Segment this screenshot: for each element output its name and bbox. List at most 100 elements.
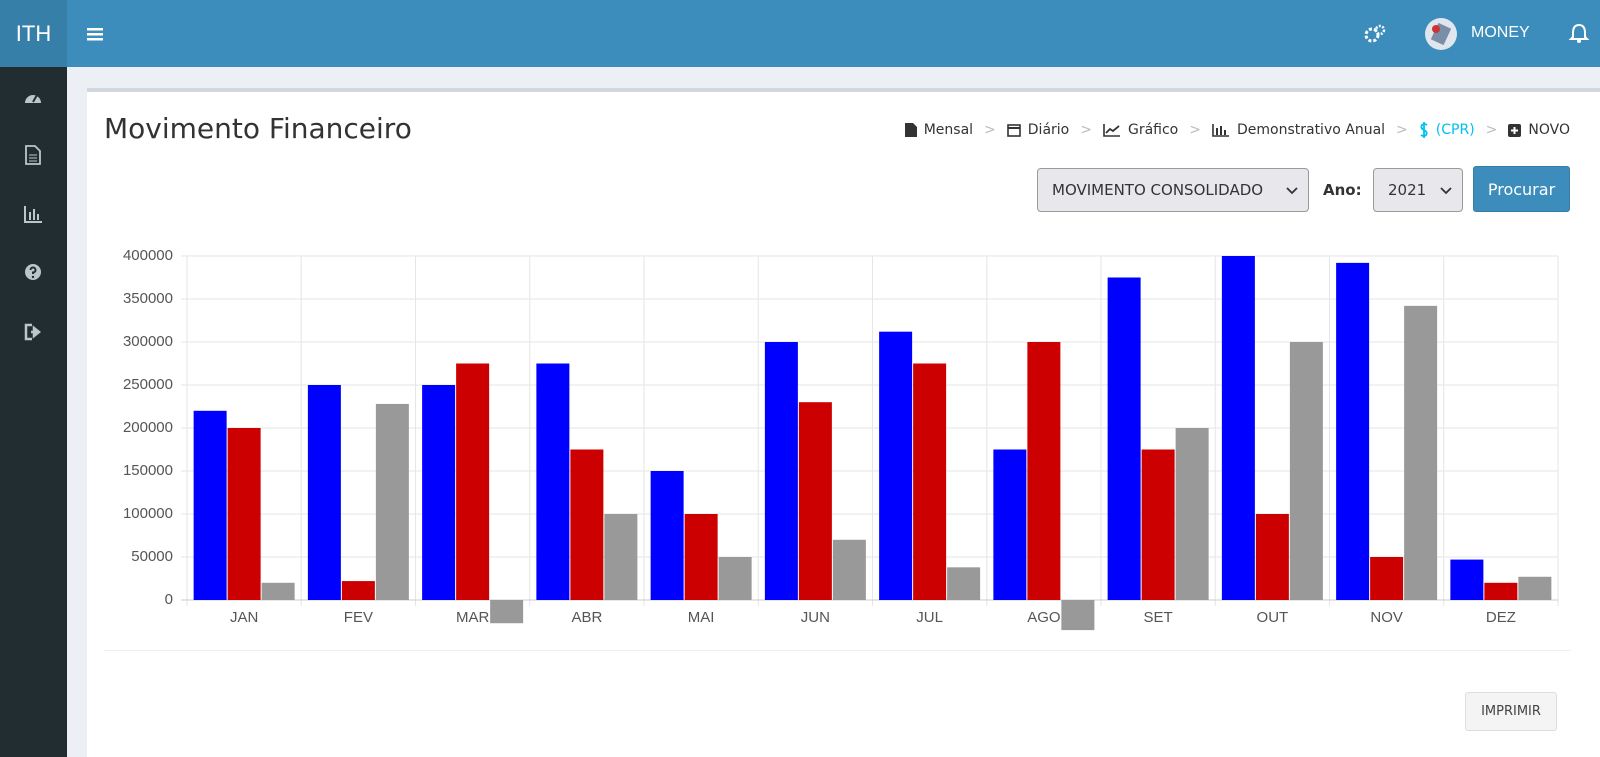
sidebar [0, 67, 67, 757]
bar [1141, 449, 1175, 600]
y-tick-label: 150000 [123, 462, 173, 479]
y-tick-label: 100000 [123, 505, 173, 522]
bar [261, 582, 295, 600]
movement-select[interactable]: MOVIMENTO CONSOLIDADO [1037, 168, 1309, 212]
y-tick-label: 50000 [131, 548, 173, 565]
bar [1061, 600, 1095, 631]
bar [684, 514, 718, 600]
dollar-icon [1420, 122, 1428, 138]
notifications-icon[interactable] [1568, 22, 1590, 44]
crumb-link[interactable]: Mensal [923, 122, 974, 138]
year-label: Ano: [1323, 181, 1362, 199]
bar [993, 449, 1027, 600]
y-tick-label: 250000 [123, 376, 173, 393]
calendar-icon [1006, 124, 1021, 137]
x-tick-label: ABR [571, 609, 602, 626]
y-tick-label: 400000 [123, 247, 173, 264]
crumb-link[interactable]: Gráfico [1127, 122, 1179, 138]
document-icon[interactable] [24, 145, 42, 165]
bar [879, 331, 913, 600]
chart: 0 50000 100000 150000 200000 250000 300000 3500… [123, 247, 1559, 631]
y-tick-label: 300000 [123, 333, 173, 350]
bar [947, 567, 981, 600]
select-value: MOVIMENTO CONSOLIDADO [1052, 181, 1264, 199]
bar [1255, 514, 1289, 600]
bar [1404, 305, 1438, 600]
page-title: Movimento Financeiro [104, 112, 412, 145]
x-tick-label: JUL [916, 609, 943, 626]
y-tick-label: 200000 [123, 419, 173, 436]
menu-toggle[interactable] [86, 24, 106, 44]
bar [375, 403, 409, 600]
crumb-link[interactable]: Diário [1027, 122, 1070, 138]
x-tick-label: FEV [344, 609, 373, 626]
x-tick-label: OUT [1257, 609, 1289, 626]
breadcrumb: Mensal > Diário > Gráfico > Demonstrativ… [904, 122, 1570, 138]
year-select[interactable]: 2021 [1373, 168, 1463, 212]
bar [1289, 342, 1323, 600]
bar [1336, 262, 1370, 600]
print-button[interactable]: IMPRIMIR [1465, 692, 1557, 731]
crumb-separator: > [1485, 122, 1498, 138]
x-tick-label: JUN [801, 609, 830, 626]
settings-icon[interactable] [1364, 23, 1386, 45]
crumb-separator: > [984, 122, 996, 138]
x-tick-label: NOV [1370, 609, 1403, 626]
dashboard-icon[interactable] [23, 88, 43, 108]
user-name[interactable]: MONEY [1471, 24, 1530, 41]
bar [1107, 277, 1141, 600]
bar [604, 514, 638, 600]
bar [307, 385, 341, 600]
crumb-link[interactable]: Demonstrativo Anual [1236, 122, 1386, 138]
logout-icon[interactable] [24, 323, 44, 341]
logo[interactable]: ITH [0, 0, 67, 67]
crumb-separator: > [1189, 122, 1201, 138]
x-tick-label: SET [1144, 609, 1173, 626]
top-bar [0, 0, 1600, 67]
bar [1484, 582, 1518, 600]
bar [422, 385, 456, 600]
bar [536, 363, 570, 600]
x-tick-label: DEZ [1486, 609, 1516, 626]
user-avatar[interactable] [1424, 17, 1458, 51]
x-tick-label: MAI [688, 609, 715, 626]
bar [341, 581, 375, 600]
divider [104, 650, 1571, 651]
plus-icon [1508, 123, 1522, 137]
chevron [1440, 187, 1452, 195]
chart-icon[interactable] [23, 204, 43, 224]
bar [456, 363, 490, 600]
line-chart-icon [1103, 124, 1120, 137]
bar [1450, 559, 1484, 600]
bar [1027, 342, 1061, 600]
y-tick-label: 350000 [123, 290, 173, 307]
search-button[interactable]: Procurar [1473, 166, 1570, 212]
bar [1221, 256, 1255, 600]
bar-chart-icon [1212, 124, 1229, 137]
x-tick-label: MAR [456, 609, 490, 626]
bar [1175, 428, 1209, 600]
file-icon [904, 123, 917, 137]
bar [193, 410, 227, 600]
bar [764, 342, 798, 600]
chevron [1286, 187, 1298, 195]
bar [570, 449, 604, 600]
x-tick-label: AGO [1027, 609, 1060, 626]
select-value: 2021 [1388, 181, 1427, 199]
bar [1518, 576, 1552, 600]
crumb-separator: > [1080, 122, 1092, 138]
bar [798, 402, 832, 600]
x-tick-label: JAN [230, 609, 258, 626]
help-icon[interactable] [24, 263, 42, 281]
crumb-link[interactable]: (CPR) [1435, 122, 1475, 138]
bar [490, 600, 524, 624]
bar [832, 539, 866, 600]
crumb-link[interactable]: NOVO [1528, 122, 1570, 138]
crumb-separator: > [1396, 122, 1408, 138]
bar [227, 428, 261, 600]
bar [913, 363, 947, 600]
y-tick-label: 0 [165, 591, 173, 608]
bar [650, 471, 684, 600]
bar [1370, 557, 1404, 600]
